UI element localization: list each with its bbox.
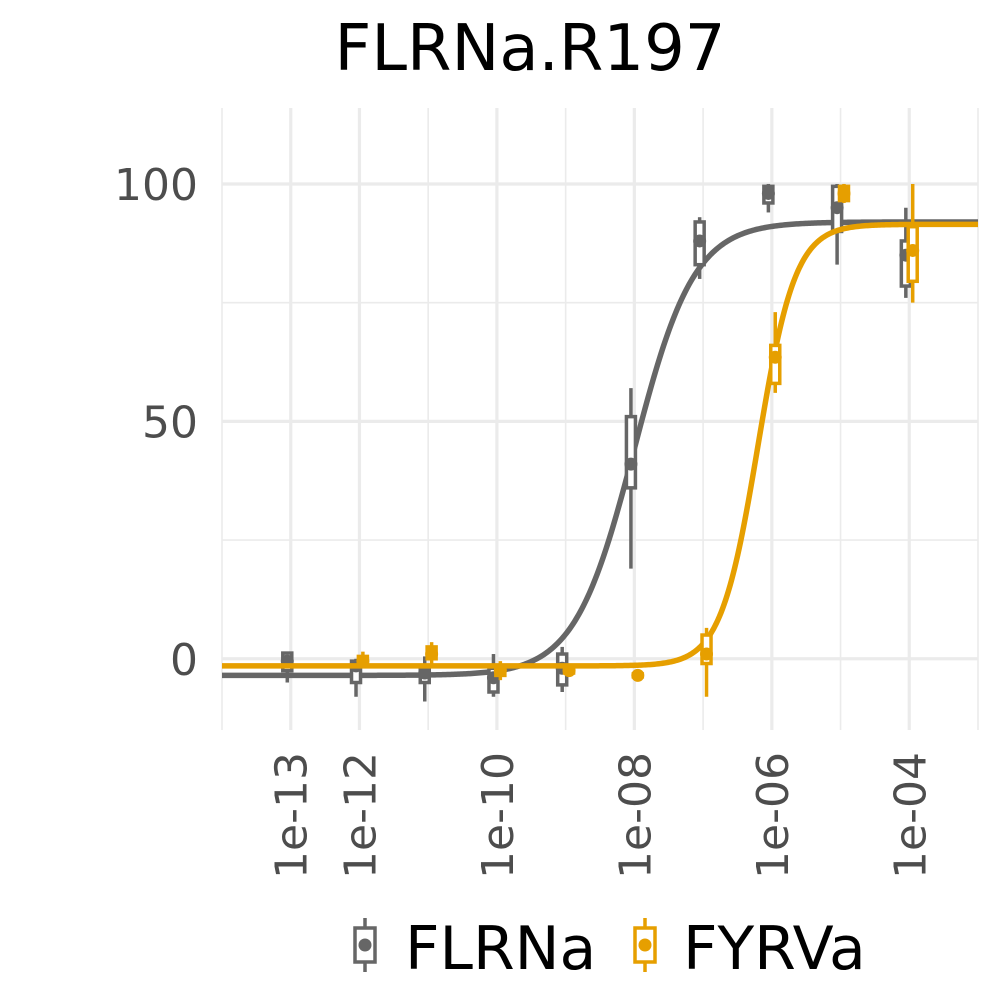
data-point xyxy=(693,234,707,248)
x-tick-label: 1e-04 xyxy=(885,752,936,879)
data-point xyxy=(700,647,714,661)
y-axis: 0 50 100 xyxy=(114,160,198,686)
data-point xyxy=(761,186,775,200)
data-point xyxy=(562,664,576,678)
data-point xyxy=(624,457,638,471)
x-tick-label: 1e-08 xyxy=(610,752,661,879)
data-point xyxy=(356,654,370,668)
x-tick-label: 1e-10 xyxy=(473,752,524,879)
legend-label-fyrva: FYRVa xyxy=(683,914,866,984)
y-tick-label: 0 xyxy=(170,635,198,686)
legend-key-fyrva xyxy=(633,918,657,972)
chart-title: FLRNa.R197 xyxy=(335,12,726,86)
x-tick-label: 1e-12 xyxy=(335,752,386,879)
y-tick-label: 50 xyxy=(142,397,198,448)
fit-curve-fyrva xyxy=(222,221,978,669)
plot-area xyxy=(222,183,978,702)
box xyxy=(769,343,782,386)
data-point xyxy=(418,666,432,680)
series-fyrva xyxy=(222,183,978,697)
x-tick-label: 1e-06 xyxy=(748,752,799,879)
x-axis: 1e-13 1e-12 1e-10 1e-08 1e-06 1e-04 xyxy=(267,752,937,879)
box xyxy=(624,414,638,490)
data-point xyxy=(837,186,851,200)
data-point xyxy=(830,201,844,215)
grid xyxy=(221,108,979,730)
series-flrna xyxy=(222,183,978,702)
data-point xyxy=(906,243,920,257)
data-point xyxy=(768,350,782,364)
legend-point xyxy=(358,938,372,952)
legend-label-flrna: FLRNa xyxy=(405,914,596,984)
x-tick-label: 1e-13 xyxy=(267,752,318,879)
y-tick-label: 100 xyxy=(114,160,198,211)
fit-curve-flrna xyxy=(222,219,978,679)
data-point xyxy=(425,647,439,661)
data-point xyxy=(631,668,645,682)
legend-point xyxy=(638,938,652,952)
legend: FLRNa FYRVa xyxy=(353,914,866,984)
legend-key-flrna xyxy=(353,918,377,972)
data-point xyxy=(493,664,507,678)
